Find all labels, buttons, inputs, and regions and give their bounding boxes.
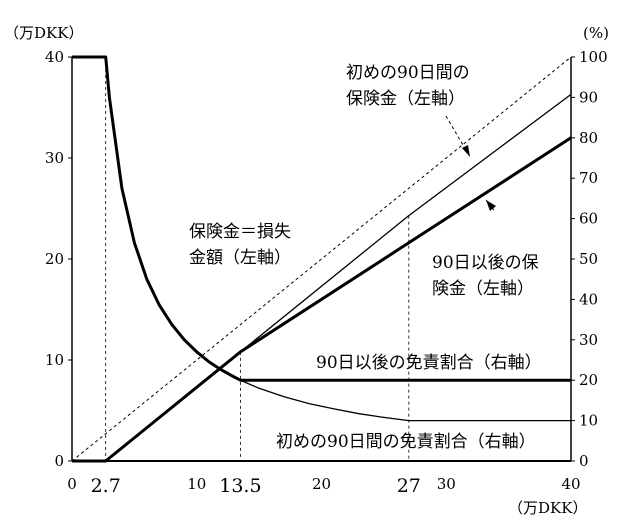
x-tick-label: 10 <box>187 475 206 493</box>
y-right-tick-label: 100 <box>579 48 608 66</box>
annotation-equal-line-line2: 金額（左軸） <box>189 248 291 268</box>
arrowhead-after90-benefit <box>486 200 496 211</box>
y-right-tick-label: 90 <box>579 88 598 106</box>
tick-labels: 0 10 20 30 40 0 10 20 30 40 50 60 70 80 90 100 0 10 20 30 40… <box>45 48 608 497</box>
arrowhead-first90-benefit <box>462 145 470 157</box>
series-line-3 <box>72 55 571 382</box>
series-line-4 <box>240 379 571 422</box>
x-tick-label: 40 <box>561 475 580 493</box>
x-special-tick-label: 13.5 <box>219 475 261 497</box>
series-line-2 <box>72 136 572 463</box>
x-special-tick-label: 2.7 <box>91 475 121 497</box>
y-right-tick-label: 50 <box>579 250 598 268</box>
x-tick-label: 20 <box>312 475 331 493</box>
y-left-unit-label: （万DKK） <box>4 24 83 42</box>
annotation-first90-deductible: 初めの90日間の免責割合（右軸） <box>276 432 536 452</box>
y-left-tick-label: 20 <box>45 250 64 268</box>
annotation-first90-benefit-line2: 保険金（左軸） <box>346 89 465 109</box>
x-unit-label: （万DKK） <box>508 499 587 517</box>
y-left-tick-label: 30 <box>45 149 64 167</box>
y-right-tick-label: 30 <box>579 331 598 349</box>
x-tick-label: 0 <box>67 475 77 493</box>
annotation-after90-benefit-line2: 険金（左軸） <box>432 279 534 299</box>
annotation-pointers <box>445 115 496 211</box>
y-right-tick-label: 60 <box>579 210 598 228</box>
annotation-after90-benefit-line1: 90日以後の保 <box>432 253 539 273</box>
y-right-tick-label: 40 <box>579 290 598 308</box>
x-special-tick-label: 27 <box>397 475 421 497</box>
y-right-tick-label: 80 <box>579 129 598 147</box>
annotations: 初めの90日間の 保険金（左軸） 保険金＝損失 金額（左軸） 90日以後の保 険… <box>189 63 542 452</box>
axes <box>68 56 575 462</box>
series-line-0 <box>71 56 572 462</box>
y-right-tick-label: 0 <box>579 452 589 470</box>
y-right-unit-label: (%) <box>583 24 609 42</box>
y-right-tick-label: 20 <box>579 371 598 389</box>
y-right-tick-label: 10 <box>579 412 598 430</box>
y-left-tick-label: 0 <box>54 452 64 470</box>
y-left-tick-label: 10 <box>45 351 64 369</box>
y-left-tick-label: 40 <box>45 48 64 66</box>
x-tick-label: 30 <box>437 475 456 493</box>
y-right-tick-label: 70 <box>579 169 598 187</box>
pointer-first90-benefit <box>445 115 471 158</box>
annotation-after90-deductible: 90日以後の免責割合（右軸） <box>316 353 542 373</box>
annotation-equal-line-line1: 保険金＝損失 <box>189 222 291 242</box>
annotation-first90-benefit-line1: 初めの90日間の <box>346 63 470 83</box>
